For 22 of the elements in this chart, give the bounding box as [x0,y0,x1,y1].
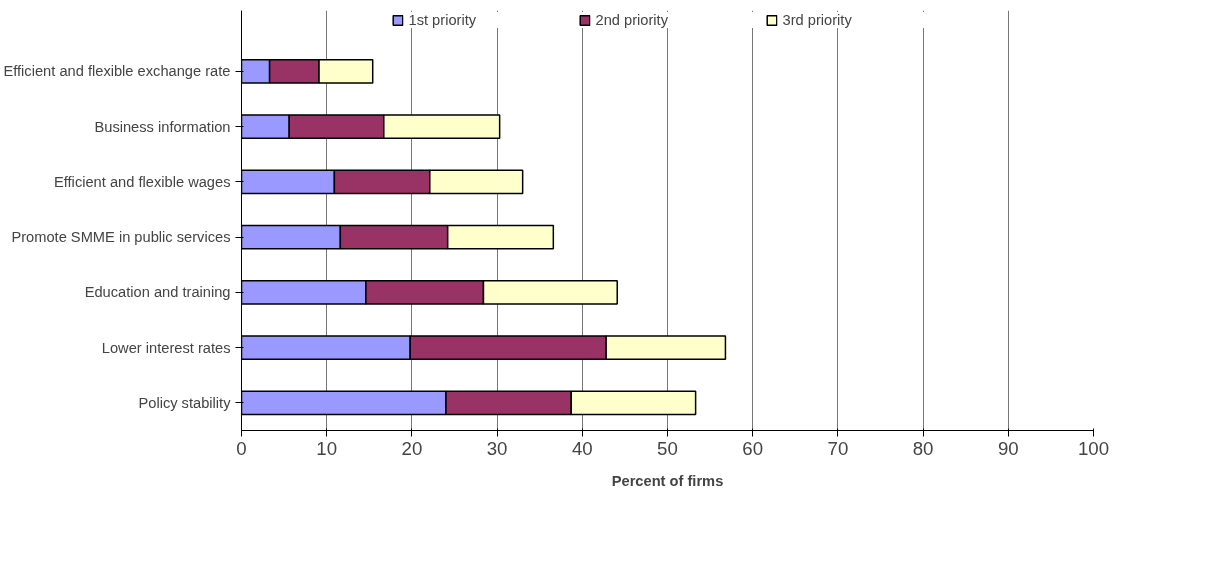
y-tick-label: Efficient and flexible wages [53,173,231,190]
y-tick-label: Efficient and flexible exchange rate [3,63,231,80]
legend-label: 2nd priority [595,12,669,28]
legend-label: 3rd priority [782,12,853,28]
y-tick-label: Education and training [84,284,231,301]
x-tick-label: 0 [236,437,247,459]
x-tick-label: 30 [486,437,508,459]
x-tick-label: 80 [912,437,934,459]
x-tick-label: 40 [571,437,593,459]
y-tick-label: Lower interest rates [101,339,231,356]
x-tick-label: 10 [316,437,338,459]
legend-label: 1st priority [408,12,478,28]
x-tick-label: 60 [742,437,764,459]
x-tick-label: 90 [997,437,1019,459]
y-tick-label: Promote SMME in public services [11,229,231,246]
x-tick-label: 100 [1077,437,1110,459]
x-tick-label: 50 [657,437,678,459]
y-tick-label: Policy stability [138,394,232,411]
x-tick-label: 20 [401,437,423,459]
y-tick-label: Business information [94,118,231,135]
x-axis-title: Percent of firms [611,472,724,489]
x-tick-label: 70 [827,437,849,459]
